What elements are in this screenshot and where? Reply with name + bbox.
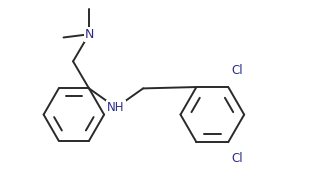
Text: NH: NH [107, 101, 125, 114]
Text: Cl: Cl [231, 65, 243, 78]
Text: Cl: Cl [231, 152, 243, 165]
Text: N: N [84, 28, 94, 41]
